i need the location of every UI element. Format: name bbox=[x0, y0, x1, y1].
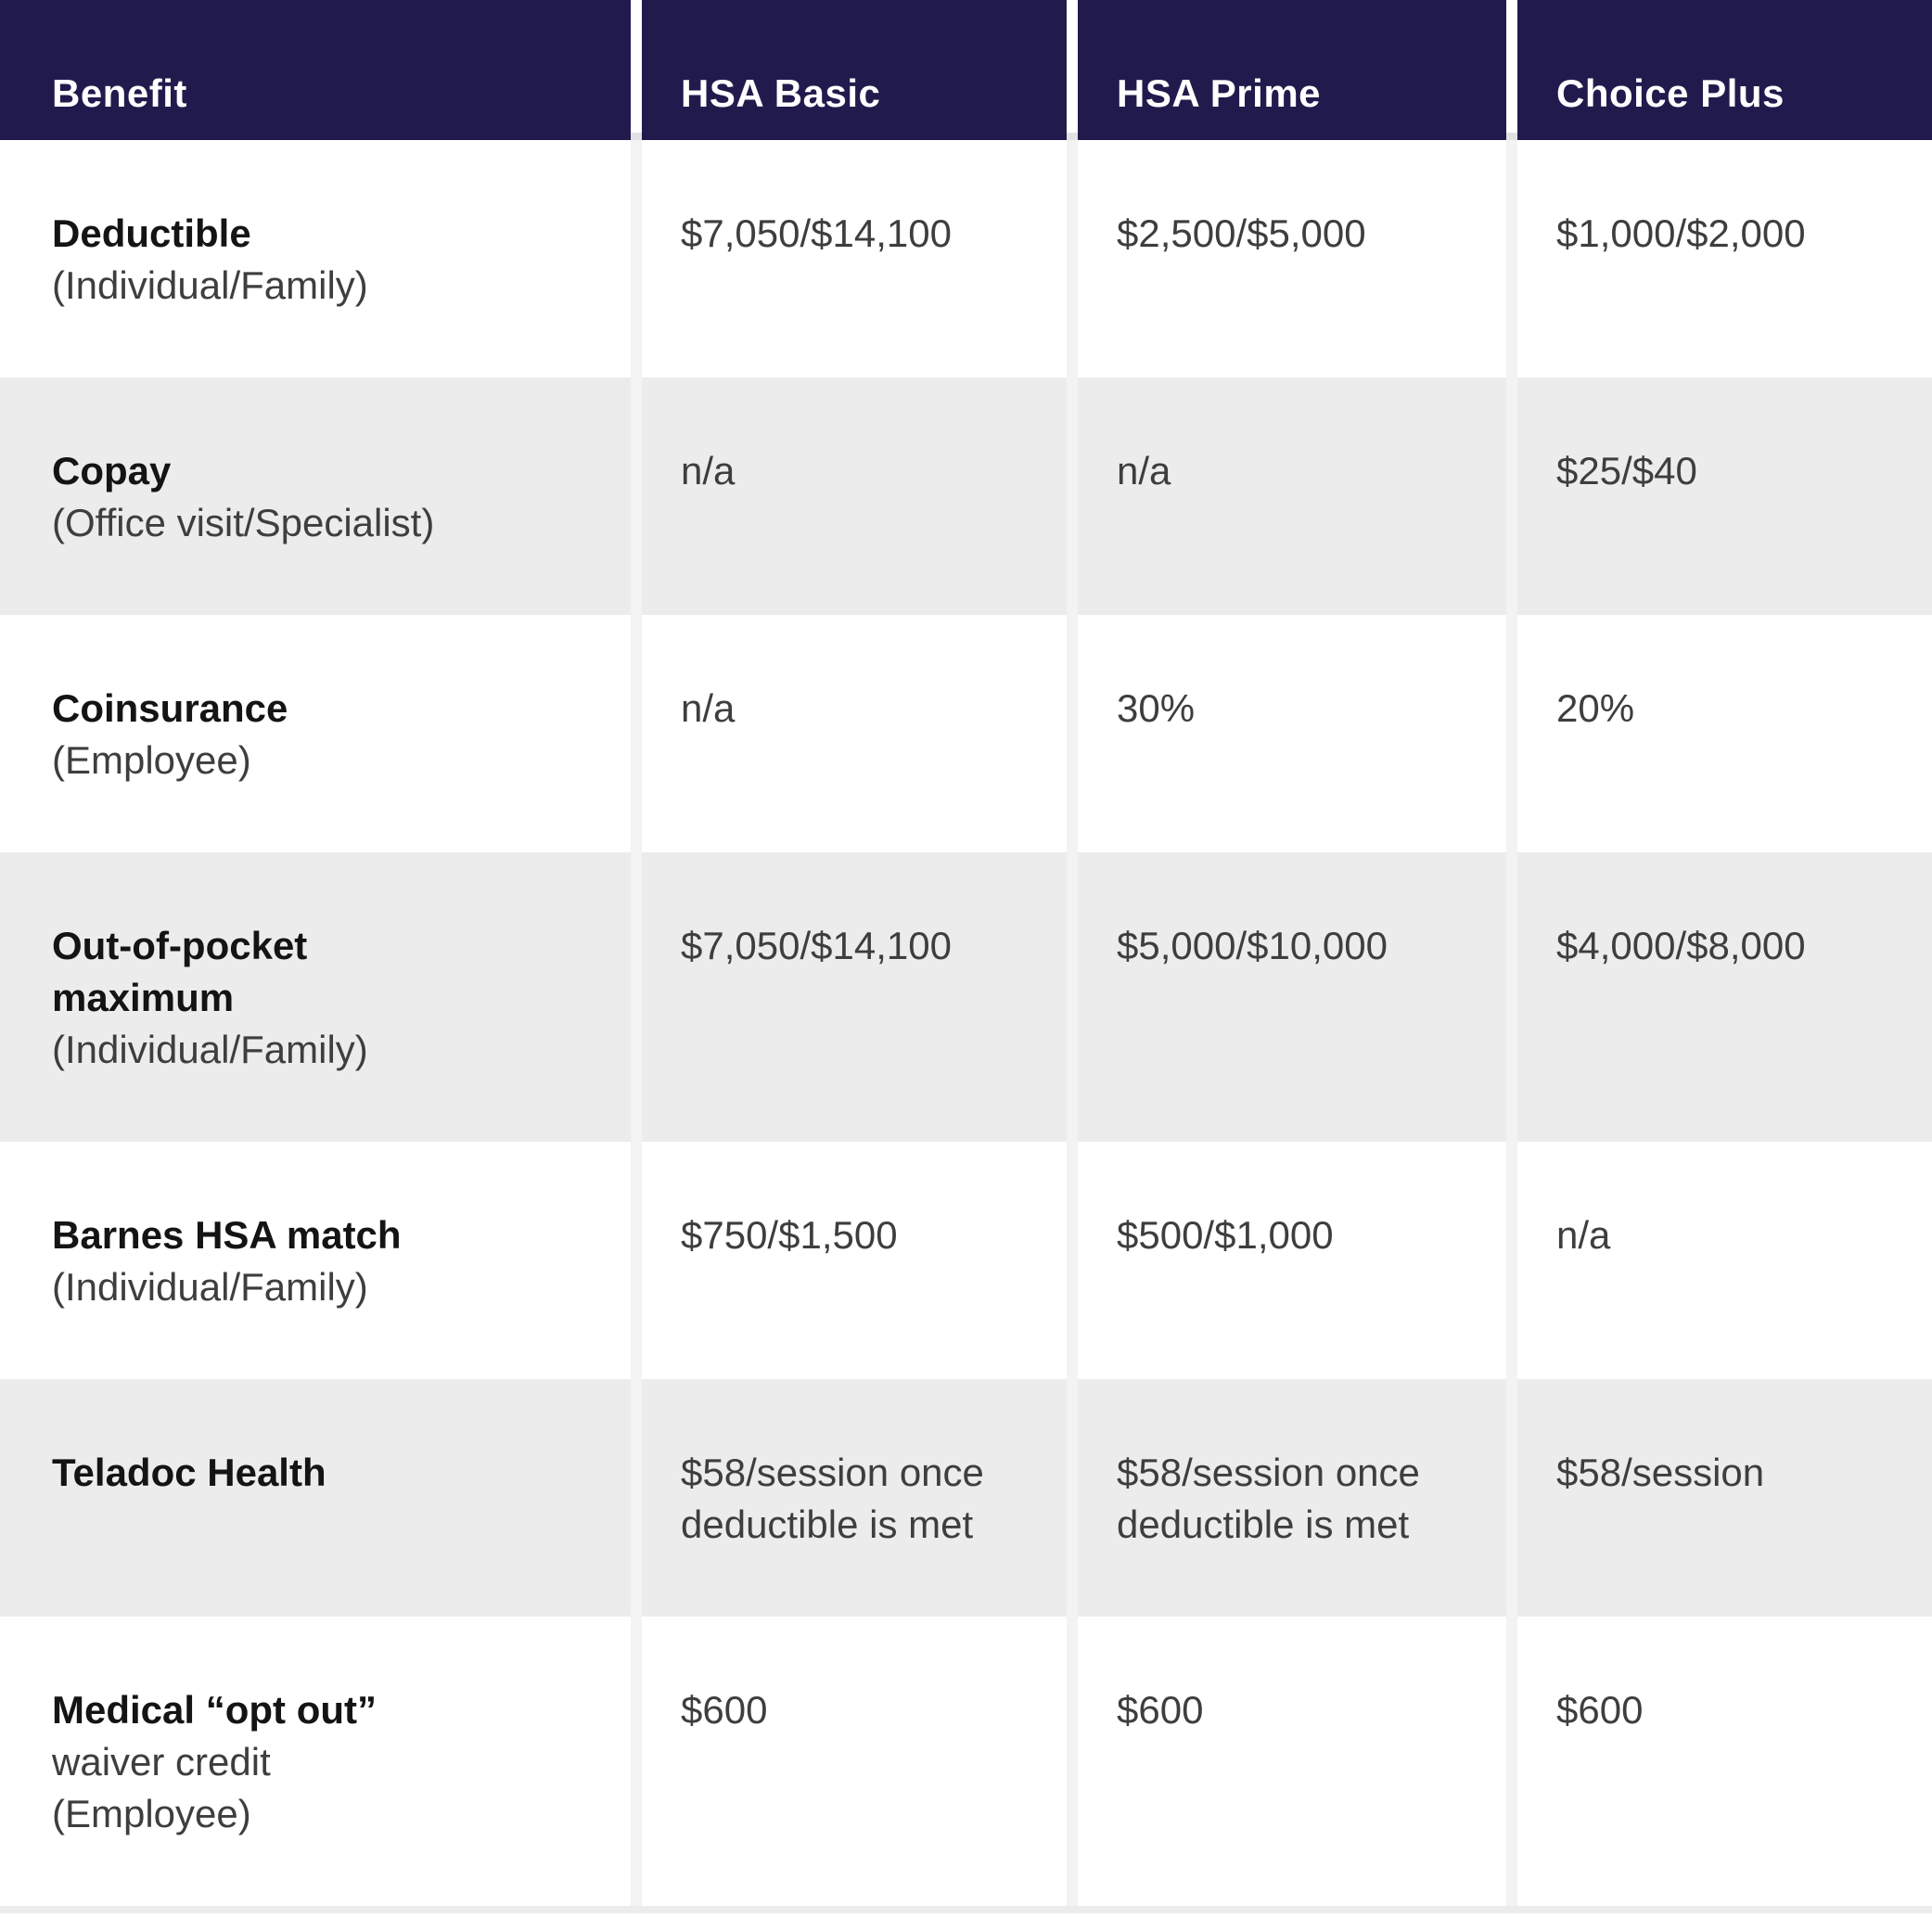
table-row: Teladoc Health $58/session once deductibl… bbox=[0, 1379, 1932, 1617]
benefit-name: Copay bbox=[52, 449, 172, 492]
header-row: Benefit HSA Basic HSA Prime Choice Plus bbox=[0, 0, 1932, 185]
benefit-name: Out-of-pocket bbox=[52, 924, 308, 967]
table-row: Out-of-pocket maximum (Individual/Family) $… bbox=[0, 852, 1932, 1142]
table-body: Deductible (Individual/Family) $7,050/$14,… bbox=[0, 140, 1932, 1906]
benefit-label-cell: Copay (Office visit/Specialist) bbox=[0, 377, 631, 615]
benefit-value-cell: $25/$40 bbox=[1517, 377, 1932, 615]
benefit-value-cell: $58/session once deductible is met bbox=[1078, 1379, 1506, 1617]
benefit-name: maximum bbox=[52, 976, 235, 1019]
benefit-name: Teladoc Health bbox=[52, 1451, 326, 1494]
bottom-divider bbox=[0, 1906, 1932, 1913]
benefit-name: Medical “opt out” bbox=[52, 1688, 377, 1732]
benefit-subtext: waiver credit bbox=[52, 1740, 271, 1784]
benefit-subtext: (Individual/Family) bbox=[52, 1265, 368, 1309]
benefit-value-cell: $58/session bbox=[1517, 1379, 1932, 1617]
benefit-subtext: (Individual/Family) bbox=[52, 1028, 368, 1071]
benefit-value-cell: n/a bbox=[642, 377, 1067, 615]
table-row: Copay (Office visit/Specialist) n/a n/a $25/… bbox=[0, 377, 1932, 615]
benefit-subtext: (Employee) bbox=[52, 738, 251, 782]
benefit-label-cell: Deductible (Individual/Family) bbox=[0, 140, 631, 377]
benefit-value-cell: $7,050/$14,100 bbox=[642, 140, 1067, 377]
benefit-subtext: (Individual/Family) bbox=[52, 263, 368, 307]
benefit-value-cell: n/a bbox=[1078, 377, 1506, 615]
benefit-subtext: (Office visit/Specialist) bbox=[52, 501, 435, 544]
benefit-value-cell: n/a bbox=[1517, 1142, 1932, 1379]
benefit-value-cell: 30% bbox=[1078, 615, 1506, 852]
benefit-name: Barnes HSA match bbox=[52, 1213, 402, 1257]
benefit-value-cell: $500/$1,000 bbox=[1078, 1142, 1506, 1379]
benefit-label-cell: Medical “opt out” waiver credit (Employee) bbox=[0, 1617, 631, 1906]
benefit-value-cell: $7,050/$14,100 bbox=[642, 852, 1067, 1142]
benefit-value-cell: $600 bbox=[642, 1617, 1067, 1906]
table-row: Deductible (Individual/Family) $7,050/$14,… bbox=[0, 140, 1932, 377]
benefit-value-cell: $58/session once deductible is met bbox=[642, 1379, 1067, 1617]
benefit-value-cell: $2,500/$5,000 bbox=[1078, 140, 1506, 377]
benefit-value-cell: n/a bbox=[642, 615, 1067, 852]
benefit-subtext: (Employee) bbox=[52, 1792, 251, 1835]
benefit-value-cell: $1,000/$2,000 bbox=[1517, 140, 1932, 377]
benefit-value-cell: $750/$1,500 bbox=[642, 1142, 1067, 1379]
benefit-label-cell: Out-of-pocket maximum (Individual/Family) bbox=[0, 852, 631, 1142]
benefit-value-cell: 20% bbox=[1517, 615, 1932, 852]
benefit-name: Deductible bbox=[52, 211, 251, 255]
table-row: Barnes HSA match (Individual/Family) $750/… bbox=[0, 1142, 1932, 1379]
benefit-value-cell: $600 bbox=[1517, 1617, 1932, 1906]
benefit-label-cell: Teladoc Health bbox=[0, 1379, 631, 1617]
benefit-name: Coinsurance bbox=[52, 686, 288, 730]
table-row: Coinsurance (Employee) n/a 30% 20% bbox=[0, 615, 1932, 852]
benefit-label-cell: Barnes HSA match (Individual/Family) bbox=[0, 1142, 631, 1379]
benefit-value-cell: $4,000/$8,000 bbox=[1517, 852, 1932, 1142]
benefit-label-cell: Coinsurance (Employee) bbox=[0, 615, 631, 852]
benefit-value-cell: $600 bbox=[1078, 1617, 1506, 1906]
benefit-value-cell: $5,000/$10,000 bbox=[1078, 852, 1506, 1142]
table-row: Medical “opt out” waiver credit (Employee)… bbox=[0, 1617, 1932, 1906]
